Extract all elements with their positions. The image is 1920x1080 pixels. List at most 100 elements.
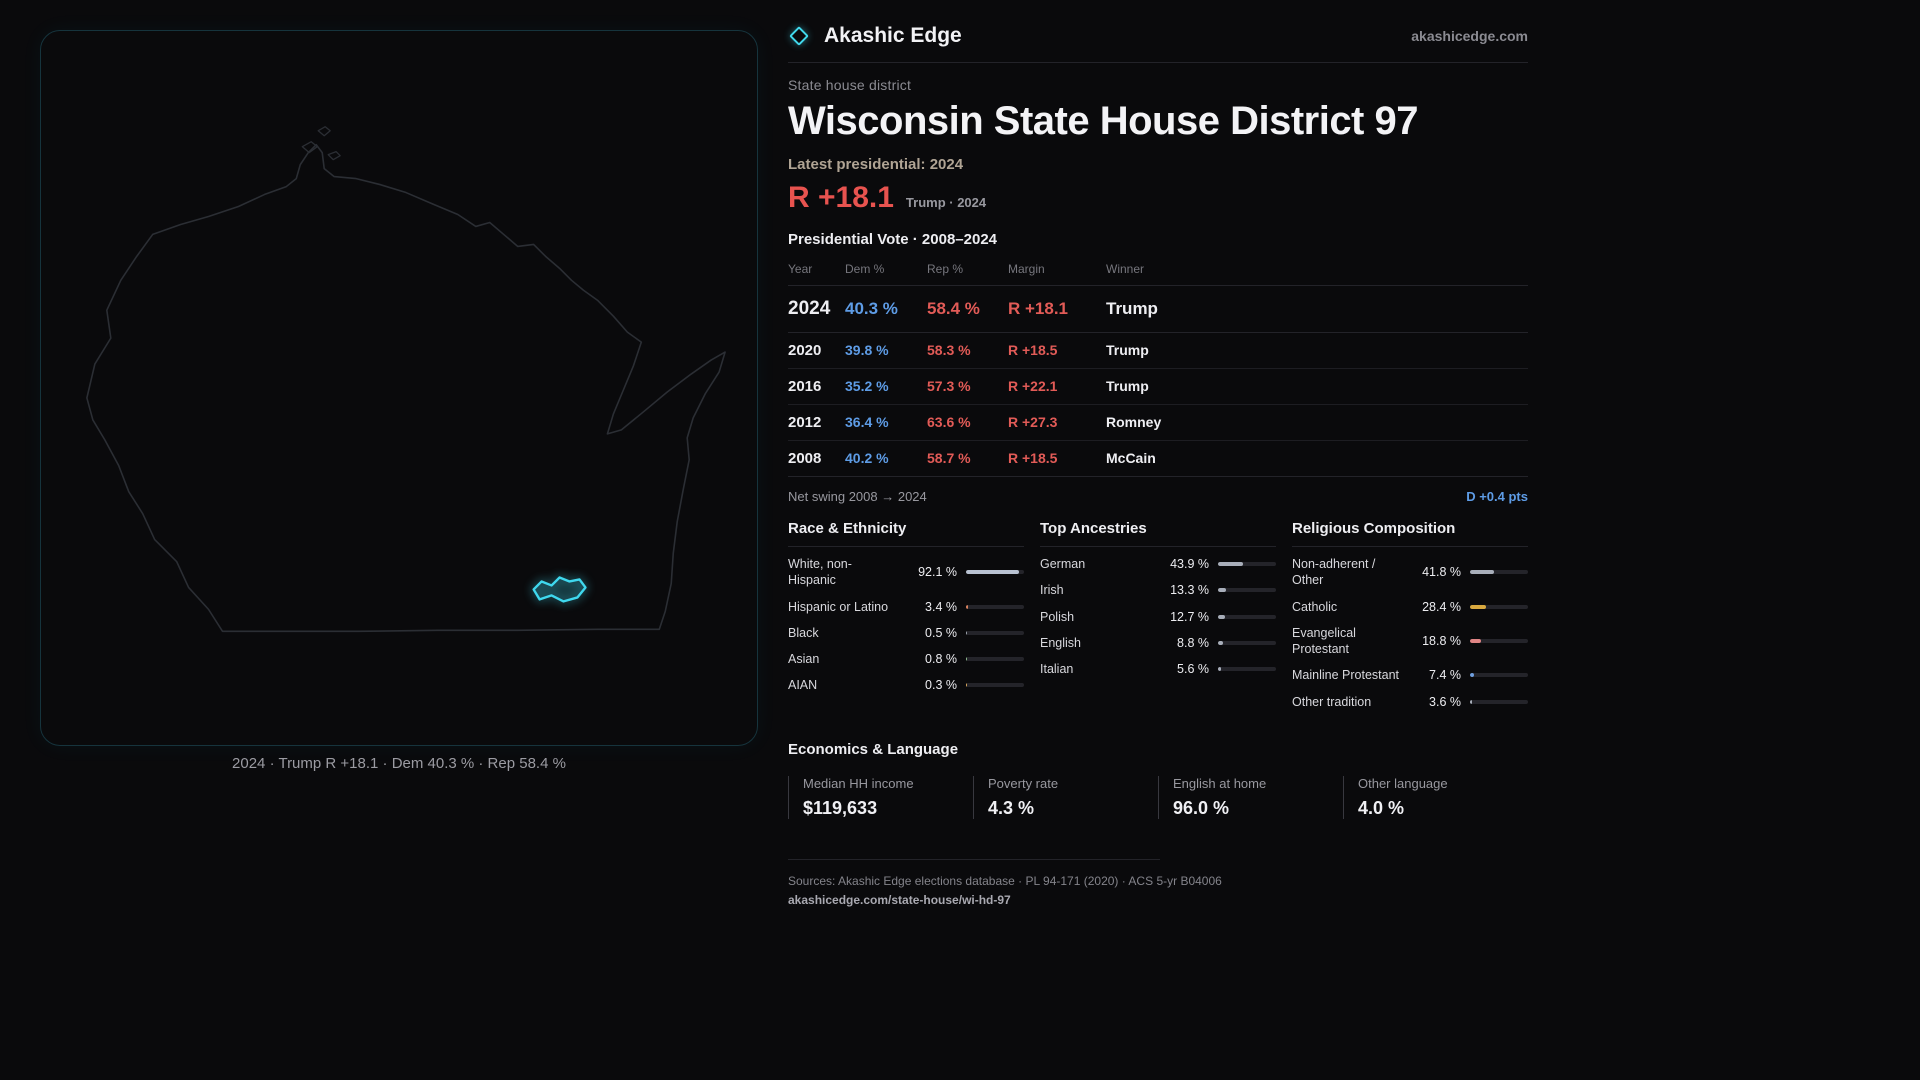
footer-divider <box>788 858 1160 860</box>
bar-track <box>966 657 1024 662</box>
bar-track <box>1470 673 1528 678</box>
margin-cell: R +18.5 <box>1008 342 1058 358</box>
wisconsin-map <box>86 126 726 633</box>
bar-track <box>1470 699 1528 704</box>
list-item: Catholic 28.4 % <box>1292 594 1528 620</box>
rep-cell: 58.3 % <box>927 342 971 358</box>
bar-track <box>966 683 1024 688</box>
col-winner: Winner <box>1106 262 1145 276</box>
bar-fill <box>1218 667 1222 672</box>
margin-cell: R +22.1 <box>1008 378 1058 394</box>
permalink[interactable]: akashicedge.com/state-house/wi-hd-97 <box>788 892 1011 907</box>
headline-margin: R +18.1 Trump · 2024 <box>788 181 1528 215</box>
col-rep: Rep % <box>927 262 964 276</box>
stat-other-language: Other language 4.0 % <box>1343 775 1528 819</box>
district-profile: Akashic Edge akashicedge.com State house… <box>788 24 1528 907</box>
list-item: Italian 5.6 % <box>1040 656 1276 682</box>
bar-track <box>966 570 1024 575</box>
net-swing-row: Net swing 2008 → 2024 D +0.4 pts <box>788 489 1528 504</box>
winner-cell: Romney <box>1106 414 1162 430</box>
list-item: Mainline Protestant 7.4 % <box>1292 662 1528 688</box>
rep-cell: 58.7 % <box>927 450 971 466</box>
list-item: English 8.8 % <box>1040 630 1276 656</box>
margin-cell: R +18.5 <box>1008 450 1058 466</box>
district-map-panel <box>40 30 758 746</box>
section-heading: Top Ancestries <box>1040 520 1276 547</box>
table-row: 2020 39.8 % 58.3 % R +18.5 Trump <box>788 333 1528 369</box>
vote-table-title: Presidential Vote · 2008–2024 <box>788 231 998 248</box>
bar-fill <box>1470 639 1481 643</box>
apostle-islands-icon <box>327 151 341 161</box>
col-year: Year <box>788 262 813 276</box>
stat-poverty-rate: Poverty rate 4.3 % <box>973 775 1158 819</box>
bar-track <box>1470 639 1528 643</box>
dem-cell: 39.8 % <box>845 342 889 358</box>
year-cell: 2016 <box>788 378 822 395</box>
economics-stats: Median HH income $119,633 Poverty rate 4… <box>788 775 1528 819</box>
bar-fill <box>1470 604 1487 609</box>
year-cell: 2020 <box>788 342 822 359</box>
bar-fill <box>1218 562 1244 567</box>
net-swing-label: Net swing 2008 → 2024 <box>788 489 927 504</box>
year-cell: 2008 <box>788 450 822 467</box>
list-item: Evangelical Protestant 18.8 % <box>1292 620 1528 663</box>
map-caption: 2024 · Trump R +18.1 · Dem 40.3 % · Rep … <box>232 755 566 772</box>
list-item: Non-adherent / Other 41.8 % <box>1292 551 1528 594</box>
col-dem: Dem % <box>845 262 885 276</box>
headline-margin-note: Trump · 2024 <box>905 195 987 210</box>
dem-cell: 36.4 % <box>845 414 889 430</box>
bar-track <box>1218 614 1276 619</box>
bar-track <box>966 630 1024 635</box>
district-97-highlight[interactable] <box>532 576 587 603</box>
list-item: Hispanic or Latino 3.4 % <box>788 594 1024 620</box>
table-row: 2024 40.3 % 58.4 % R +18.1 Trump <box>788 286 1528 333</box>
winner-cell: Trump <box>1106 378 1149 394</box>
stat-median-income: Median HH income $119,633 <box>788 775 973 819</box>
wisconsin-outline <box>86 143 726 633</box>
table-row: 2008 40.2 % 58.7 % R +18.5 McCain <box>788 441 1528 477</box>
winner-cell: Trump <box>1106 342 1149 358</box>
ancestries-column: Top Ancestries German 43.9 % Irish 13.3 … <box>1040 520 1276 715</box>
rep-cell: 63.6 % <box>927 414 971 430</box>
brand-name: Akashic Edge <box>824 24 962 47</box>
bar-fill <box>1470 570 1495 575</box>
table-row: 2016 35.2 % 57.3 % R +22.1 Trump <box>788 369 1528 405</box>
bar-track <box>1218 588 1276 593</box>
bar-fill <box>966 570 1020 575</box>
bar-track <box>1470 570 1528 575</box>
list-item: AIAN 0.3 % <box>788 672 1024 698</box>
sources-text: Sources: Akashic Edge elections database… <box>788 873 1222 888</box>
list-item: German 43.9 % <box>1040 551 1276 577</box>
headline-margin-value: R +18.1 <box>788 181 894 214</box>
dem-cell: 35.2 % <box>845 378 889 394</box>
page-title: Wisconsin State House District 97 <box>788 99 1418 143</box>
vote-table-header: Year Dem % Rep % Margin Winner <box>788 256 1528 286</box>
economics-heading: Economics & Language <box>788 740 959 758</box>
net-swing-value: D +0.4 pts <box>1466 489 1528 504</box>
winner-cell: McCain <box>1106 450 1156 466</box>
rep-cell: 58.4 % <box>927 299 980 318</box>
brand: Akashic Edge <box>788 24 962 48</box>
year-cell: 2024 <box>788 298 831 319</box>
list-item: Asian 0.8 % <box>788 646 1024 672</box>
apostle-islands-icon <box>317 126 331 137</box>
margin-cell: R +18.1 <box>1008 299 1069 318</box>
race-ethnicity-column: Race & Ethnicity White, non- Hispanic 92… <box>788 520 1024 715</box>
stat-english-at-home: English at home 96.0 % <box>1158 775 1343 819</box>
bar-track <box>1218 562 1276 567</box>
col-margin: Margin <box>1008 262 1045 276</box>
site-link[interactable]: akashicedge.com <box>1411 28 1528 44</box>
bar-fill <box>1470 699 1473 704</box>
margin-cell: R +27.3 <box>1008 414 1058 430</box>
bar-fill <box>966 604 968 609</box>
list-item: Black 0.5 % <box>788 620 1024 646</box>
list-item: White, non- Hispanic 92.1 % <box>788 551 1024 594</box>
bar-track <box>966 604 1024 609</box>
bar-fill <box>1218 640 1224 645</box>
bar-fill <box>1470 673 1475 678</box>
demographics-section: Race & Ethnicity White, non- Hispanic 92… <box>788 520 1528 715</box>
diamond-logo-icon <box>789 26 809 46</box>
bar-fill <box>1218 614 1226 619</box>
bar-track <box>1218 667 1276 672</box>
